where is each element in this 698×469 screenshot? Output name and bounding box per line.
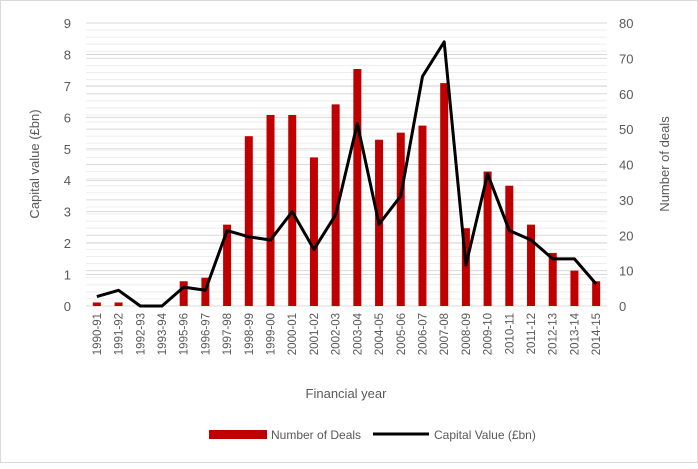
- y-left-tick-label: 9: [64, 16, 71, 31]
- x-tick-label: 2014-15: [591, 313, 603, 355]
- y-left-tick-label: 5: [64, 142, 71, 157]
- bar-2001-02: [309, 157, 318, 306]
- x-tick-label: 2007-08: [439, 313, 451, 355]
- bar-2008-09: [461, 228, 470, 306]
- bar-2010-11: [505, 185, 514, 306]
- y-left-tick-label: 3: [64, 205, 71, 220]
- x-tick-label: 2006-07: [417, 313, 429, 355]
- bar-2014-15: [592, 281, 601, 306]
- bar-2013-14: [570, 270, 579, 306]
- y-right-tick-label: 50: [619, 122, 633, 137]
- x-tick-label: 1991-92: [114, 313, 126, 355]
- y-right-tick-label: 20: [619, 228, 633, 243]
- y-left-tick-label: 4: [64, 173, 71, 188]
- y-right-tick-label: 80: [619, 16, 633, 31]
- bar-1990-91: [92, 302, 101, 306]
- x-tick-label: 2011-12: [526, 313, 538, 354]
- bar-1995-96: [179, 281, 188, 306]
- y-left-tick-label: 2: [64, 236, 71, 251]
- x-tick-label: 2003-04: [352, 312, 364, 355]
- y-axis-left-label: Capital value (£bn): [27, 109, 42, 218]
- bar-1999-00: [266, 114, 275, 306]
- x-tick-label: 1993-94: [157, 312, 169, 355]
- y-left-tick-label: 1: [64, 268, 71, 283]
- x-tick-label: 2000-01: [287, 313, 299, 355]
- bar-2011-12: [527, 224, 536, 306]
- bar-2009-10: [483, 171, 492, 306]
- bar-2012-13: [548, 252, 557, 306]
- bar-1998-99: [244, 136, 253, 306]
- x-tick-label: 1996-97: [200, 313, 212, 355]
- y-right-tick-label: 40: [619, 158, 633, 173]
- legend-label-deals: Number of Deals: [271, 428, 361, 442]
- y-right-tick-label: 10: [619, 264, 633, 279]
- y-left-tick-label: 8: [64, 47, 71, 62]
- x-tick-label: 2010-11: [504, 313, 516, 354]
- y-right-tick-label: 60: [619, 87, 633, 102]
- bar-2006-07: [418, 125, 427, 307]
- x-tick-label: 2002-03: [331, 313, 343, 355]
- x-tick-label: 2009-10: [483, 313, 495, 355]
- x-tick-label: 1997-98: [222, 313, 234, 355]
- bar-2007-08: [440, 83, 449, 306]
- x-tick-label: 1992-93: [135, 313, 147, 355]
- y-left-tick-label: 7: [64, 79, 71, 94]
- bar-2005-06: [396, 132, 405, 306]
- bar-1996-97: [201, 277, 210, 306]
- y-right-tick-label: 70: [619, 51, 633, 66]
- legend: Number of Deals Capital Value (£bn): [209, 428, 536, 442]
- x-tick-label: 2001-02: [309, 313, 321, 355]
- x-tick-label: 2008-09: [461, 313, 473, 355]
- x-tick-label: 1998-99: [244, 313, 256, 355]
- y-right-tick-label: 30: [619, 193, 633, 208]
- y-axis-right-label: Number of deals: [657, 116, 672, 212]
- x-tick-label: 2005-06: [396, 313, 408, 355]
- x-tick-label: 1999-00: [266, 313, 278, 355]
- x-tick-label: 2004-05: [374, 313, 386, 355]
- y-left-tick-label: 0: [64, 299, 71, 314]
- x-axis-label: Financial year: [306, 386, 388, 401]
- y-right-tick-label: 0: [619, 299, 626, 314]
- bar-2002-03: [331, 104, 340, 306]
- bar-1997-98: [223, 224, 232, 306]
- bar-2003-04: [353, 68, 362, 306]
- x-tick-label: 2012-13: [548, 313, 560, 355]
- y-left-tick-label: 6: [64, 110, 71, 125]
- legend-swatch-deals: [209, 430, 267, 439]
- x-tick-label: 1995-96: [179, 313, 191, 355]
- legend-label-capital: Capital Value (£bn): [434, 428, 536, 442]
- x-tick-label: 1990-91: [92, 313, 104, 355]
- bar-1991-92: [114, 302, 123, 306]
- x-tick-label: 2013-14: [569, 312, 581, 355]
- capital-value-line: [96, 40, 598, 308]
